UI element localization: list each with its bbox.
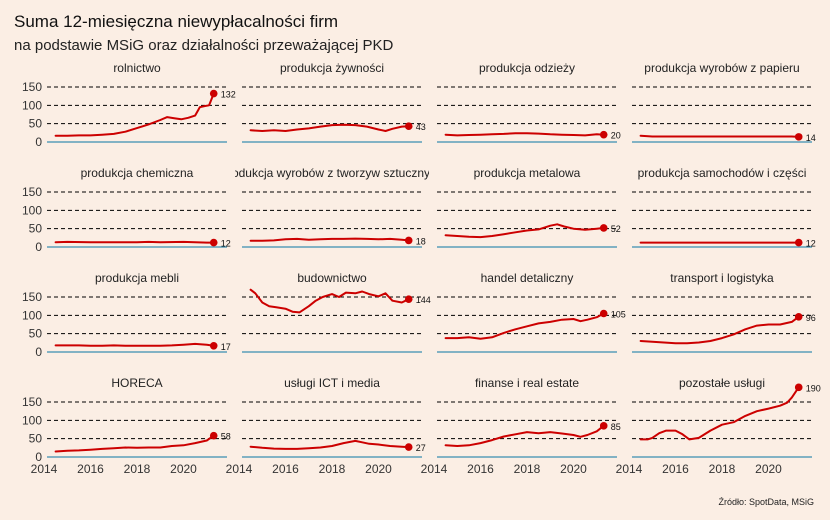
y-tick-label: 50 [29, 327, 43, 341]
panel-title: produkcja mebli [95, 271, 179, 285]
series-line [639, 386, 800, 441]
last-point-marker [209, 238, 218, 247]
last-point-marker [599, 224, 608, 232]
x-tick-label: 2016 [77, 462, 104, 476]
series-line [249, 288, 410, 314]
y-tick-label: 100 [22, 413, 42, 427]
chart-subtitle: na podstawie MSiG oraz działalności prze… [14, 37, 394, 54]
x-tick-label: 2020 [170, 462, 197, 476]
y-tick-label: 0 [35, 135, 42, 149]
x-tick-label: 2014 [421, 462, 448, 476]
panel-title: produkcja metalowa [474, 166, 581, 180]
last-point-marker [404, 236, 413, 245]
panel-title: handel detaliczny [481, 271, 574, 285]
last-value-label: 12 [221, 239, 231, 249]
panel-title: HORECA [111, 376, 162, 390]
panel-title: budownictwo [297, 271, 367, 285]
last-value-label: 96 [806, 313, 816, 323]
y-tick-label: 0 [35, 450, 42, 464]
series-line [54, 240, 215, 244]
last-value-label: 43 [416, 122, 426, 132]
series-line [54, 92, 215, 137]
x-tick-label: 2014 [226, 462, 253, 476]
panel-title: usługi ICT i media [284, 376, 380, 390]
x-tick-label: 2016 [467, 462, 494, 476]
y-tick-label: 100 [22, 308, 42, 322]
series-line [639, 134, 800, 138]
last-point-marker [404, 295, 413, 304]
x-tick-label: 2020 [755, 462, 782, 476]
last-point-marker [599, 422, 608, 430]
panel-title: produkcja odzieży [479, 61, 575, 75]
series-line [54, 342, 215, 347]
x-tick-label: 2020 [365, 462, 392, 476]
series-line [249, 439, 410, 450]
last-point-marker [599, 309, 608, 318]
series-line [54, 434, 215, 453]
last-value-label: 85 [611, 422, 621, 432]
last-point-marker [209, 341, 218, 350]
y-tick-label: 150 [22, 395, 42, 409]
panel-title: produkcja żywności [280, 61, 384, 75]
last-point-marker [209, 431, 218, 440]
x-tick-label: 2018 [124, 462, 151, 476]
last-value-label: 14 [806, 133, 816, 143]
last-point-marker [794, 313, 803, 321]
panel-title: rolnictwo [113, 61, 161, 75]
x-tick-label: 2016 [272, 462, 299, 476]
last-value-label: 144 [416, 295, 431, 305]
last-point-marker [404, 443, 413, 451]
last-point-marker [794, 133, 803, 141]
x-tick-label: 2018 [514, 462, 541, 476]
y-tick-label: 0 [35, 240, 42, 254]
chart-title: Suma 12-miesięczna niewypłacalności firm [14, 12, 339, 31]
panel-title: finanse i real estate [475, 376, 579, 390]
x-tick-label: 2014 [31, 462, 58, 476]
series-line [444, 424, 605, 447]
x-tick-label: 2018 [319, 462, 346, 476]
series-line [444, 132, 605, 137]
x-tick-label: 2020 [560, 462, 587, 476]
last-value-label: 58 [221, 432, 231, 442]
series-line [249, 237, 410, 242]
series-line [249, 123, 410, 132]
last-point-marker [794, 383, 803, 392]
y-tick-label: 50 [29, 222, 43, 236]
last-value-label: 12 [806, 239, 816, 249]
y-tick-label: 50 [29, 117, 43, 131]
panel-title: produkcja wyrobów z papieru [644, 61, 799, 75]
panel-title: produkcja chemiczna [81, 166, 194, 180]
y-tick-label: 150 [22, 80, 42, 94]
last-point-marker [404, 122, 413, 131]
y-tick-label: 50 [29, 432, 43, 446]
last-point-marker [599, 130, 608, 139]
x-tick-label: 2014 [616, 462, 643, 476]
y-tick-label: 150 [22, 185, 42, 199]
y-tick-label: 150 [22, 290, 42, 304]
panel-title: transport i logistyka [670, 271, 774, 285]
last-value-label: 52 [611, 224, 621, 234]
series-line [639, 315, 800, 345]
last-value-label: 132 [221, 90, 236, 100]
source-note: Źródło: SpotData, MSiG [718, 497, 814, 507]
last-value-label: 18 [416, 236, 426, 246]
series-line [444, 312, 605, 340]
x-tick-label: 2016 [662, 462, 689, 476]
last-point-marker [794, 238, 803, 247]
y-tick-label: 0 [35, 345, 42, 359]
panel-title: pozostałe usługi [679, 376, 765, 390]
last-value-label: 20 [611, 131, 621, 141]
last-point-marker [209, 89, 218, 98]
last-value-label: 27 [416, 443, 426, 453]
y-tick-label: 100 [22, 203, 42, 217]
last-value-label: 190 [806, 383, 821, 393]
panel-title: produkcja wyrobów z tworzyw sztucznych [221, 166, 442, 180]
last-value-label: 105 [611, 310, 626, 320]
series-line [444, 223, 605, 239]
panel-title: produkcja samochodów i części [638, 166, 807, 180]
x-tick-label: 2018 [709, 462, 736, 476]
last-value-label: 17 [221, 342, 231, 352]
y-tick-label: 100 [22, 98, 42, 112]
